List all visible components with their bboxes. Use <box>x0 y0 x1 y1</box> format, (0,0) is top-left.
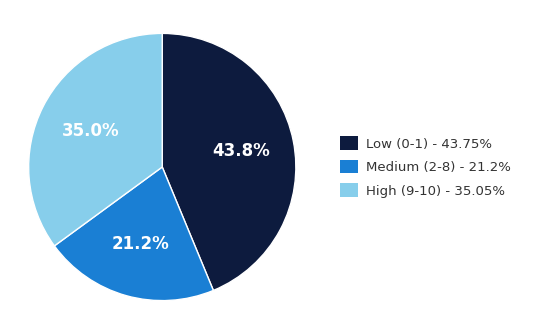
Legend: Low (0-1) - 43.75%, Medium (2-8) - 21.2%, High (9-10) - 35.05%: Low (0-1) - 43.75%, Medium (2-8) - 21.2%… <box>336 133 515 201</box>
Wedge shape <box>54 167 213 301</box>
Wedge shape <box>29 33 162 246</box>
Text: 21.2%: 21.2% <box>112 235 169 253</box>
Text: 43.8%: 43.8% <box>212 142 270 160</box>
Text: 35.0%: 35.0% <box>62 122 119 140</box>
Wedge shape <box>162 33 296 291</box>
